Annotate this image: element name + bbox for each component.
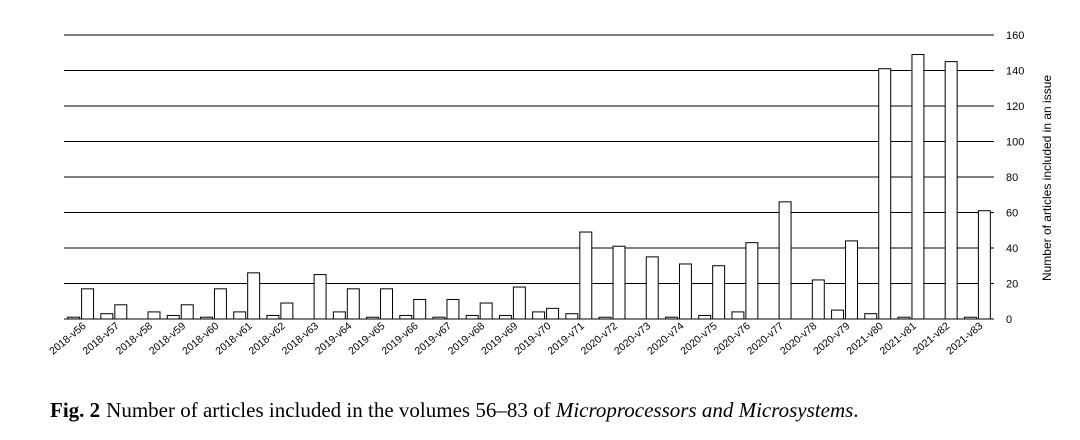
gridlines [64,34,994,320]
x-tick-labels: 2018-v562018-v572018-v582018-v592018-v60… [47,320,985,357]
figure-caption: Fig. 2 Number of articles included in the… [50,398,1050,423]
bar-series-1 [266,314,280,320]
bars [67,54,991,320]
bar-series-1 [465,314,479,320]
bar-series-1 [831,309,845,320]
bar-series-1 [332,311,346,320]
bar-series-1 [166,314,180,320]
bar-series-2 [413,298,427,320]
bar-series-1 [366,316,380,320]
bar-series-1 [233,311,247,320]
bar-series-1 [897,316,911,320]
bar-series-1 [598,316,612,320]
y-tick-label: 120 [1006,101,1024,113]
bar-series-2 [845,240,858,320]
y-tick-label: 140 [1006,66,1024,78]
bar-series-1 [731,311,745,320]
bar-series-2 [247,272,261,320]
bar-chart: 0 20 40 60 80 100 120 140 160 2018-v562018-v5720… [47,30,1054,357]
bar-series-1 [498,314,512,320]
bar-series-2 [213,288,227,320]
x-tick-label: 2021-v83 [944,320,985,357]
bar-series-1 [698,314,712,320]
bar-series-1 [864,313,878,320]
caption-text: Number of articles included in the volum… [106,398,556,422]
bar-series-2 [446,298,460,320]
bar-series-2 [479,302,493,320]
bar-series-1 [532,311,546,320]
bar-series-1 [67,316,81,320]
bar-series-2 [977,210,991,320]
bar-series-1 [665,316,678,320]
bar-series-2 [778,201,792,320]
y-tick-label: 40 [1006,243,1018,255]
y-tick-label: 0 [1006,314,1012,326]
y-tick-label: 20 [1006,279,1018,291]
y-tick-label: 100 [1006,137,1024,149]
bar-series-1 [432,316,446,320]
bar-series-2 [147,311,161,320]
bar-series-1 [963,316,977,320]
caption-journal: Microprocessors and Microsystems [555,398,854,422]
bar-series-2 [579,231,593,320]
bar-series-2 [81,288,95,320]
y-tick-labels: 0 20 40 60 80 100 120 140 160 [1006,30,1024,326]
bar-series-2 [380,288,393,320]
bar-series-2 [313,274,327,320]
bar-series-2 [811,279,825,320]
y-tick-label: 160 [1006,30,1024,42]
bar-series-1 [200,316,213,320]
bar-series-2 [546,307,560,320]
bar-series-2 [280,302,294,320]
bar-series-2 [114,304,128,320]
bar-series-2 [180,304,194,320]
bar-series-2 [346,288,360,320]
bar-series-2 [678,263,692,320]
bar-series-2 [745,242,759,320]
y-tick-label: 80 [1006,172,1018,184]
bar-series-2 [512,286,526,320]
bar-series-2 [712,265,726,320]
bar-series-2 [944,61,958,320]
bar-series-2 [911,54,925,320]
bar-series-2 [612,245,626,320]
bar-series-1 [399,314,413,320]
caption-end: . [853,398,859,422]
bar-series-2 [645,256,659,320]
bar-series-1 [100,313,114,320]
bar-series-2 [878,68,892,320]
y-axis-title: Number of articles included in an issue [1040,75,1054,281]
y-tick-label: 60 [1006,208,1018,220]
caption-label: Fig. 2 [50,398,101,422]
bar-series-1 [565,313,579,320]
